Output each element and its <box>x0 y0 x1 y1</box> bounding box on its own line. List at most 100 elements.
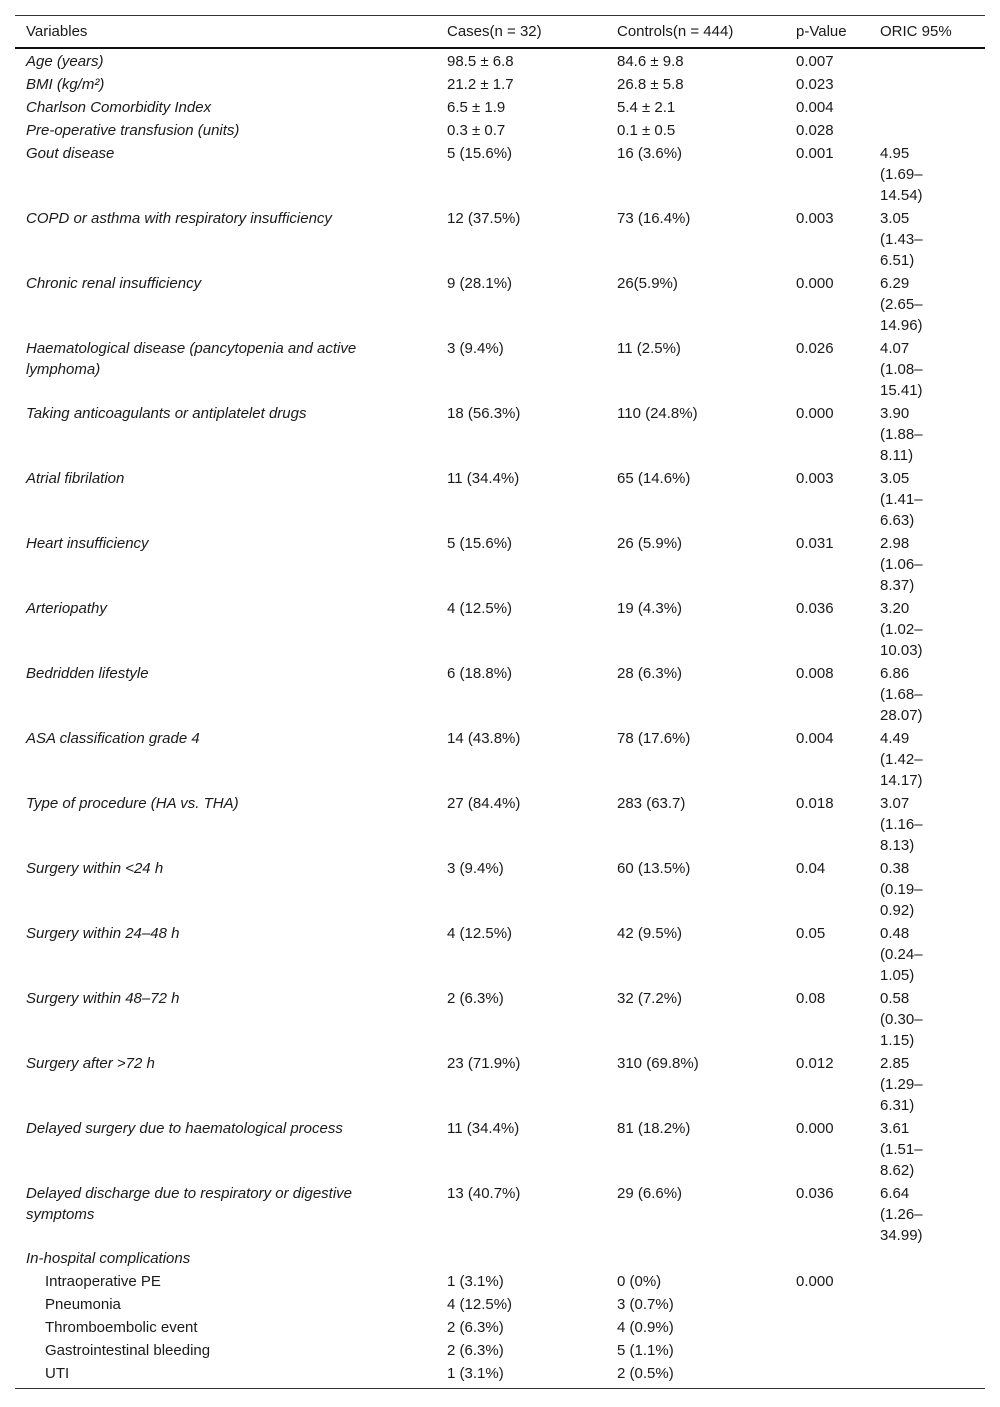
cell: 3 (9.4%) <box>447 860 504 877</box>
table-row: Gout disease 5 (15.6%) 16 (3.6%) 0.001 4.95 … <box>15 141 985 206</box>
table-row: UTI 1 (3.1%) 2 (0.5%) <box>15 1361 985 1389</box>
cell: 29 (6.6%) <box>617 1185 683 1202</box>
cell: 0.028 <box>796 122 834 139</box>
cell: 5 (1.1%) <box>617 1342 674 1359</box>
cell: Delayed discharge due to respiratory or … <box>26 1185 353 1223</box>
cell: 4 (12.5%) <box>447 1296 513 1313</box>
cell <box>869 1361 985 1389</box>
cell <box>869 1292 985 1315</box>
cell: 3 (9.4%) <box>447 340 504 357</box>
cell: Chronic renal insufficiency <box>26 275 202 292</box>
table-row: Thromboembolic event 2 (6.3%) 4 (0.9%) <box>15 1315 985 1338</box>
cell: 1 (3.1%) <box>436 1361 606 1389</box>
cell: 0.48 (0.24–1.05) <box>880 925 923 984</box>
cell: 1 (3.1%) <box>447 1273 504 1290</box>
cell: 283 (63.7) <box>617 795 686 812</box>
cell: Pre-operative transfusion (units) <box>26 122 240 139</box>
table-row: Heart insufficiency 5 (15.6%) 26 (5.9%) 0.0… <box>15 531 985 596</box>
cell: 0.000 <box>796 275 834 292</box>
cell <box>785 1246 869 1269</box>
table-row: Surgery within <24 h 3 (9.4%) 60 (13.5%) 0.… <box>15 856 985 921</box>
cell: 3.07 (1.16–8.13) <box>880 795 923 854</box>
cell: 0.38 (0.19–0.92) <box>880 860 923 919</box>
cell: 0.58 (0.30–1.15) <box>880 990 923 1049</box>
cell: Haematological disease (pancytopenia and… <box>26 340 357 378</box>
table-row: Intraoperative PE 1 (3.1%) 0 (0%) 0.000 <box>15 1269 985 1292</box>
cell: 42 (9.5%) <box>617 925 683 942</box>
cell: 0.031 <box>796 535 834 552</box>
cell <box>869 1246 985 1269</box>
cell: 0.04 <box>796 860 826 877</box>
cell: 13 (40.7%) <box>447 1185 521 1202</box>
cell: 0.08 <box>796 990 826 1007</box>
column-header: Cases(n = 32) <box>436 15 606 49</box>
cell: 4 (12.5%) <box>447 925 513 942</box>
cell: BMI (kg/m²) <box>26 76 105 93</box>
cell: Surgery within <24 h <box>26 860 164 877</box>
cell: Gastrointestinal bleeding <box>45 1342 211 1359</box>
cell: 27 (84.4%) <box>447 795 521 812</box>
cell: 26 (5.9%) <box>617 535 683 552</box>
cell: UTI <box>15 1361 436 1389</box>
cell <box>869 48 985 72</box>
cell: 16 (3.6%) <box>617 145 683 162</box>
cell: 6 (18.8%) <box>447 665 513 682</box>
cell <box>869 72 985 95</box>
cell: Age (years) <box>26 53 104 70</box>
cell: 0.001 <box>796 145 834 162</box>
table-row: Arteriopathy 4 (12.5%) 19 (4.3%) 0.036 3.20 … <box>15 596 985 661</box>
table-row: Haematological disease (pancytopenia and… <box>15 336 985 401</box>
cell: 0.008 <box>796 665 834 682</box>
cell: Surgery within 24–48 h <box>26 925 180 942</box>
cell: 3.05 (1.43–6.51) <box>880 210 923 269</box>
cell: 4.49 (1.42–14.17) <box>880 730 923 789</box>
cell: 12 (37.5%) <box>447 210 521 227</box>
table-row: Pre-operative transfusion (units) 0.3 ± 0… <box>15 118 985 141</box>
table-row: Gastrointestinal bleeding 2 (6.3%) 5 (1.1%… <box>15 1338 985 1361</box>
column-header: ORIC 95% <box>869 15 985 49</box>
cell: 0.1 ± 0.5 <box>617 122 676 139</box>
cell: 0.023 <box>796 76 834 93</box>
table-row: Chronic renal insufficiency 9 (28.1%) 26(5… <box>15 271 985 336</box>
table-row: Taking anticoagulants or antiplatelet dr… <box>15 401 985 466</box>
table-row: BMI (kg/m²) 21.2 ± 1.7 26.8 ± 5.8 0.023 <box>15 72 985 95</box>
cell: 2 (6.3%) <box>447 1342 504 1359</box>
cell: 0.003 <box>796 210 834 227</box>
table-row: Charlson Comorbidity Index 6.5 ± 1.9 5.4 ±… <box>15 95 985 118</box>
cell: 81 (18.2%) <box>617 1120 691 1137</box>
group-row: In-hospital complications <box>15 1246 985 1269</box>
cell: 65 (14.6%) <box>617 470 691 487</box>
cell: 6.64 (1.26–34.99) <box>880 1185 923 1244</box>
table-row: Pneumonia 4 (12.5%) 3 (0.7%) <box>15 1292 985 1315</box>
table-row: Surgery after >72 h 23 (71.9%) 310 (69.8%)… <box>15 1051 985 1116</box>
table-row: Surgery within 48–72 h 2 (6.3%) 32 (7.2%) 0… <box>15 986 985 1051</box>
cell: 3.20 (1.02–10.03) <box>880 600 923 659</box>
header-row: Variables Cases(n = 32) Controls(n = 444) p… <box>15 15 985 49</box>
cell: 2 (0.5%) <box>606 1361 785 1389</box>
cell: 11 (2.5%) <box>617 340 681 357</box>
cell <box>869 1269 985 1292</box>
cell: 3.61 (1.51–8.62) <box>880 1120 923 1179</box>
cell: 60 (13.5%) <box>617 860 691 877</box>
table-row: Type of procedure (HA vs. THA) 27 (84.4%)… <box>15 791 985 856</box>
cell: 110 (24.8%) <box>617 405 698 422</box>
cell: 18 (56.3%) <box>447 405 521 422</box>
column-header: p-Value <box>785 15 869 49</box>
table-row: Bedridden lifestyle 6 (18.8%) 28 (6.3%) 0.0… <box>15 661 985 726</box>
cell <box>869 118 985 141</box>
cell: 0 (0%) <box>617 1273 662 1290</box>
cell: 0.036 <box>796 1185 834 1202</box>
cell: 21.2 ± 1.7 <box>447 76 514 93</box>
cell: 3.90 (1.88–8.11) <box>880 405 923 464</box>
cell: 5 (15.6%) <box>447 145 513 162</box>
cell: 28 (6.3%) <box>617 665 683 682</box>
table-row: Age (years) 98.5 ± 6.8 84.6 ± 9.8 0.007 <box>15 48 985 72</box>
column-header: Variables <box>15 15 436 49</box>
cell: 4 (12.5%) <box>447 600 513 617</box>
cell: 0.003 <box>796 470 834 487</box>
cell: 0.007 <box>796 53 834 70</box>
cell: 98.5 ± 6.8 <box>447 53 514 70</box>
cell: 5 (15.6%) <box>447 535 513 552</box>
table-row: Delayed surgery due to haematological pr… <box>15 1116 985 1181</box>
cell: 0.026 <box>796 340 834 357</box>
